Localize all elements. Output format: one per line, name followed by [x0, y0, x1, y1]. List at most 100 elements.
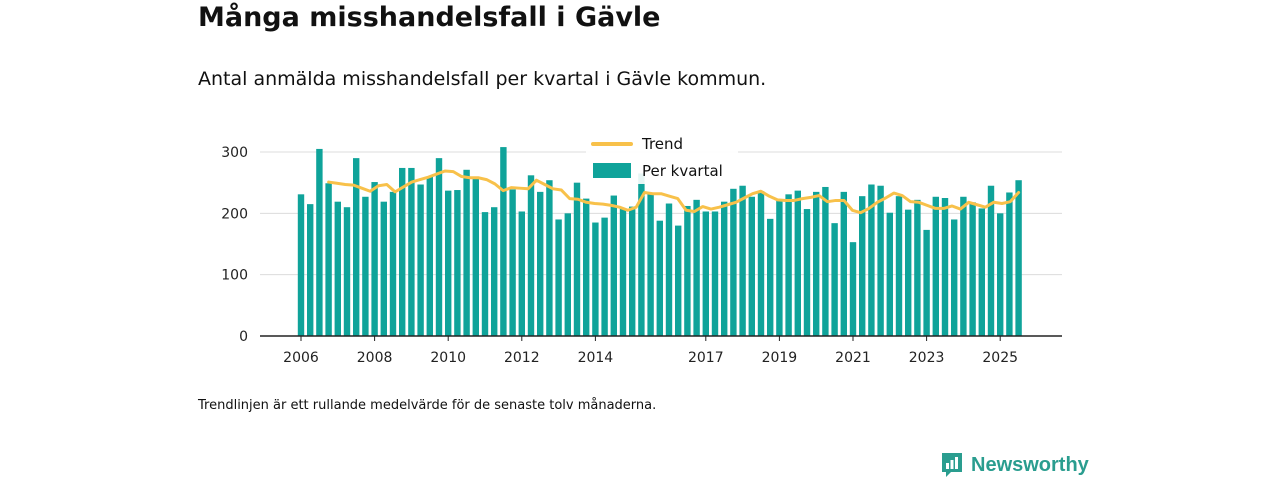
footnote: Trendlinjen är ett rullande medelvärde f…: [198, 398, 657, 413]
bar: [647, 193, 654, 336]
axes: 0 100 200 300 2006 2008 2010 2012 2014 2017 2019 20…: [221, 145, 1062, 366]
bar: [518, 211, 525, 336]
chart-title: Många misshandelsfall i Gävle: [198, 2, 661, 33]
bar: [886, 212, 893, 336]
bar: [629, 206, 636, 336]
x-tick-label: 2021: [835, 350, 871, 366]
bar: [739, 185, 746, 336]
bar: [573, 182, 581, 336]
bar: [1006, 192, 1013, 336]
bar: [923, 229, 930, 336]
bar: [389, 191, 397, 336]
bar: [619, 208, 627, 336]
bar: [445, 190, 452, 336]
bar: [822, 186, 829, 336]
bar: [794, 190, 801, 336]
bar: [914, 199, 921, 336]
bar: [546, 180, 553, 336]
x-tick-label: 2012: [504, 350, 540, 366]
bar: [849, 242, 857, 336]
bar: [951, 219, 958, 336]
bar: [859, 196, 866, 336]
bar: [831, 223, 838, 336]
bar: [840, 191, 847, 336]
bar: [803, 209, 811, 336]
bar: [564, 213, 571, 336]
legend-trend-label: Trend: [641, 135, 683, 153]
bar: [877, 185, 884, 336]
bar: [987, 185, 995, 336]
bar: [638, 173, 645, 336]
bar: [868, 184, 875, 336]
y-tick-label: 0: [239, 329, 248, 345]
bar: [408, 167, 415, 336]
bar: [656, 220, 663, 336]
x-tick-label: 2025: [982, 350, 1018, 366]
bar: [592, 222, 599, 336]
bar: [583, 198, 590, 336]
bar: [711, 211, 719, 336]
bar: [813, 191, 820, 336]
bar: [353, 158, 360, 336]
bar: [371, 182, 378, 336]
bar: [362, 196, 369, 336]
x-tick-label: 2006: [283, 350, 319, 366]
bar: [491, 207, 498, 336]
bar: [435, 158, 443, 336]
bar: [978, 208, 985, 336]
bar: [665, 203, 673, 336]
bar: [509, 189, 516, 336]
bar: [325, 183, 332, 336]
chart-area: 0 100 200 300 2006 2008 2010 2012 2014 2017 2019 20…: [221, 130, 1062, 366]
bar: [730, 188, 737, 336]
bar: [748, 196, 755, 336]
bar: [426, 176, 433, 336]
bar: [721, 201, 728, 336]
bar: [785, 194, 792, 336]
bar: [960, 196, 967, 336]
brand-name: Newsworthy: [971, 453, 1089, 476]
x-tick-label: 2017: [688, 350, 724, 366]
bar: [481, 212, 489, 336]
bar: [334, 201, 341, 336]
bar: [693, 199, 700, 336]
y-tick-label: 100: [221, 268, 248, 284]
bar: [307, 204, 314, 336]
bar: [610, 195, 617, 336]
bar: [417, 184, 424, 336]
bar: [776, 200, 783, 336]
bar: [702, 211, 709, 336]
trend-series: [327, 169, 1021, 215]
trend-line: [327, 169, 1021, 215]
x-tick-label: 2010: [430, 350, 466, 366]
legend-bar-swatch: [593, 163, 631, 178]
legend: Trend Per kvartal: [586, 130, 738, 184]
bar: [932, 196, 939, 336]
bar: [767, 218, 774, 336]
x-tick-label: 2019: [762, 350, 798, 366]
x-tick-label: 2023: [909, 350, 945, 366]
bar: [905, 209, 912, 336]
chart-subtitle: Antal anmälda misshandelsfall per kvarta…: [198, 68, 767, 90]
bar: [537, 191, 544, 336]
y-tick-label: 300: [221, 145, 248, 161]
legend-bar-label: Per kvartal: [642, 162, 723, 180]
x-tick-label: 2014: [578, 350, 614, 366]
bar: [343, 207, 351, 336]
brand-logo[interactable]: Newsworthy: [940, 450, 1089, 480]
bar: [555, 219, 562, 336]
newsworthy-logo-icon: [942, 453, 962, 477]
bar: [997, 213, 1004, 336]
bar: [757, 191, 765, 336]
y-tick-label: 200: [221, 206, 248, 222]
bar: [601, 217, 608, 336]
bar: [1015, 180, 1022, 336]
bar: [380, 201, 387, 336]
x-tick-label: 2008: [357, 350, 393, 366]
bar: [454, 190, 461, 336]
bar: [316, 148, 323, 336]
bar: [684, 205, 691, 336]
bar: [969, 202, 976, 336]
bar: [463, 169, 470, 336]
bar: [675, 225, 682, 336]
